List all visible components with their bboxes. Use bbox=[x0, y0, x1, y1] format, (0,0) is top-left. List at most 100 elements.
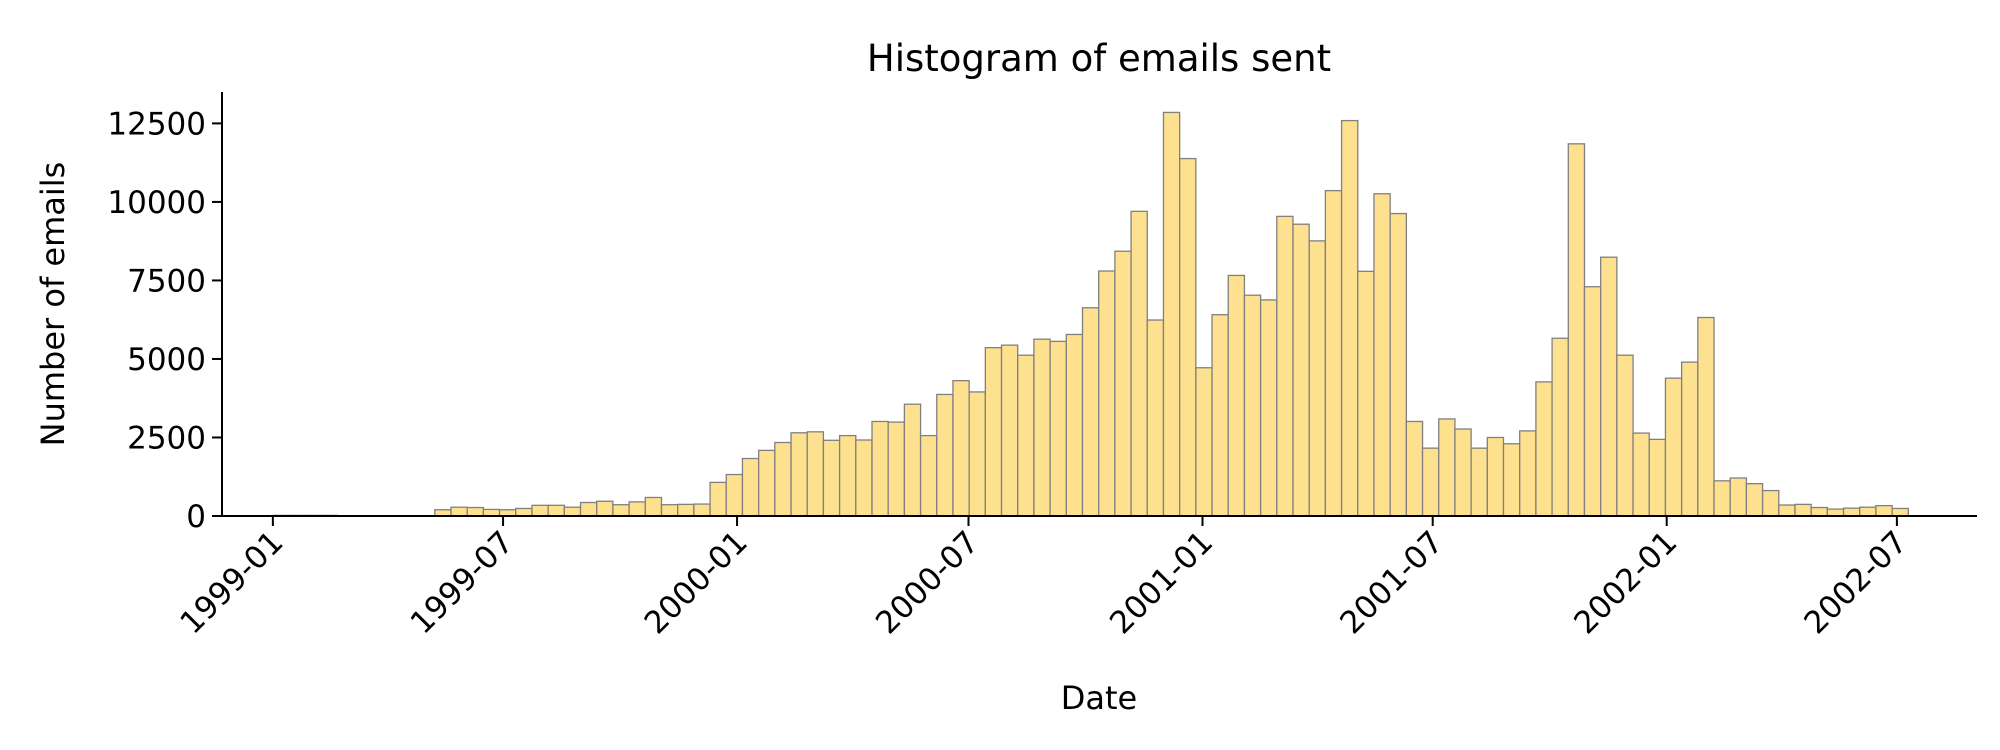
y-axis-label: Number of emails bbox=[34, 162, 72, 447]
histogram-bar bbox=[822, 439, 841, 517]
histogram-bar bbox=[725, 473, 744, 517]
histogram-bar bbox=[531, 504, 549, 517]
histogram-bar bbox=[1227, 274, 1246, 517]
histogram-bar bbox=[1713, 480, 1731, 517]
histogram-bar bbox=[1438, 418, 1456, 517]
histogram-bar bbox=[1600, 256, 1618, 517]
histogram-bar bbox=[1211, 314, 1229, 517]
histogram-bar bbox=[1292, 223, 1310, 517]
y-tick-label: 0 bbox=[186, 499, 206, 535]
histogram-bar bbox=[709, 481, 727, 517]
histogram-bar bbox=[1033, 338, 1051, 517]
histogram-bar bbox=[1567, 143, 1586, 517]
histogram-bar bbox=[1842, 507, 1861, 517]
histogram-bar bbox=[984, 347, 1003, 517]
histogram-bar bbox=[547, 504, 565, 517]
histogram-bar bbox=[693, 503, 711, 517]
y-tick-label: 7500 bbox=[127, 263, 206, 299]
histogram-bar bbox=[903, 403, 922, 517]
x-tick-label: 2001-01 bbox=[1103, 524, 1220, 641]
histogram-bar bbox=[1729, 477, 1748, 517]
histogram-bar bbox=[887, 421, 906, 517]
histogram-bar bbox=[1162, 111, 1181, 517]
histogram-bar bbox=[1065, 333, 1084, 517]
histogram-bar bbox=[1632, 432, 1650, 517]
histogram-bar bbox=[1195, 367, 1213, 517]
histogram-bar bbox=[1243, 294, 1262, 517]
histogram-bar bbox=[1179, 157, 1197, 517]
histogram-bar bbox=[1017, 354, 1035, 517]
histogram-bar bbox=[741, 457, 760, 517]
histogram-bar bbox=[515, 507, 533, 517]
histogram-bar bbox=[1098, 270, 1116, 517]
histogram-bar bbox=[1454, 428, 1472, 517]
histogram-bar bbox=[1664, 377, 1683, 517]
histogram-bar bbox=[1324, 189, 1343, 517]
histogram-bar bbox=[1616, 354, 1634, 517]
histogram-bar bbox=[790, 432, 808, 517]
y-tick-label: 5000 bbox=[127, 342, 206, 378]
histogram-bar bbox=[919, 434, 938, 517]
histogram-bar bbox=[1810, 506, 1829, 517]
histogram-bar bbox=[450, 506, 468, 517]
histogram-bar bbox=[1859, 506, 1877, 517]
histogram-bar bbox=[1259, 299, 1278, 517]
x-tick-label: 2001-07 bbox=[1333, 524, 1450, 641]
histogram-bar bbox=[757, 449, 776, 517]
histogram-bar bbox=[677, 503, 695, 517]
x-tick-label: 2000-01 bbox=[638, 524, 755, 641]
histogram-bar bbox=[1875, 504, 1893, 517]
x-axis-ticks: 1999-01 1999-07 2000-01 2000-07 2001-01 2001-… bbox=[173, 516, 1915, 641]
histogram-bar bbox=[1114, 250, 1132, 517]
histogram-bar bbox=[1421, 447, 1440, 517]
histogram-bar bbox=[1583, 286, 1602, 517]
x-tick-label: 2000-07 bbox=[869, 524, 986, 641]
y-tick-label: 2500 bbox=[127, 420, 206, 456]
histogram-bar bbox=[660, 504, 679, 517]
histogram-bar bbox=[1745, 483, 1764, 517]
histogram-bar bbox=[1502, 443, 1521, 517]
histogram-bar bbox=[1697, 316, 1715, 517]
x-axis-label: Date bbox=[1061, 679, 1137, 717]
histogram-bar bbox=[1648, 438, 1667, 517]
chart-title: Histogram of emails sent bbox=[867, 37, 1331, 80]
histogram-bar bbox=[1551, 337, 1569, 517]
histogram-bar bbox=[871, 420, 889, 517]
histogram-bar bbox=[1680, 361, 1699, 517]
histogram-bar bbox=[579, 501, 598, 517]
histogram-bar bbox=[838, 434, 857, 517]
y-axis-ticks: 0 2500 5000 7500 10000 12500 bbox=[107, 106, 222, 535]
histogram-bar bbox=[1778, 504, 1796, 517]
histogram-bar bbox=[1357, 270, 1375, 517]
histogram-bar bbox=[1276, 215, 1294, 517]
histogram-bar bbox=[628, 501, 646, 517]
histogram-bar bbox=[1340, 119, 1359, 517]
histogram-bar bbox=[1146, 319, 1165, 517]
histogram-bar bbox=[1405, 420, 1424, 517]
histogram-bar bbox=[1373, 193, 1391, 517]
histogram-bar bbox=[968, 391, 986, 517]
histogram-bar bbox=[936, 393, 954, 517]
histogram-bar bbox=[563, 506, 582, 517]
histogram-bar bbox=[1308, 240, 1327, 517]
histogram-bar bbox=[952, 379, 970, 517]
histogram-bar bbox=[1130, 210, 1148, 517]
histogram-bar bbox=[806, 431, 825, 517]
histogram-bar bbox=[1486, 436, 1505, 517]
y-tick-label: 10000 bbox=[107, 185, 206, 221]
x-tick-label: 1999-07 bbox=[404, 524, 521, 641]
x-tick-label: 2002-07 bbox=[1797, 524, 1914, 641]
histogram-bar bbox=[612, 504, 630, 517]
histogram-bar bbox=[1826, 508, 1845, 517]
histogram-bar bbox=[1000, 344, 1019, 517]
histogram-bar bbox=[466, 506, 485, 517]
x-tick-label: 1999-01 bbox=[173, 524, 290, 641]
bars-group bbox=[272, 111, 1909, 517]
histogram-bar bbox=[1535, 381, 1553, 517]
histogram-bar bbox=[1761, 489, 1780, 517]
histogram-bar bbox=[774, 441, 792, 517]
histogram-bar bbox=[596, 500, 614, 517]
histogram-bar bbox=[1470, 447, 1488, 517]
histogram-bar bbox=[1794, 503, 1812, 517]
